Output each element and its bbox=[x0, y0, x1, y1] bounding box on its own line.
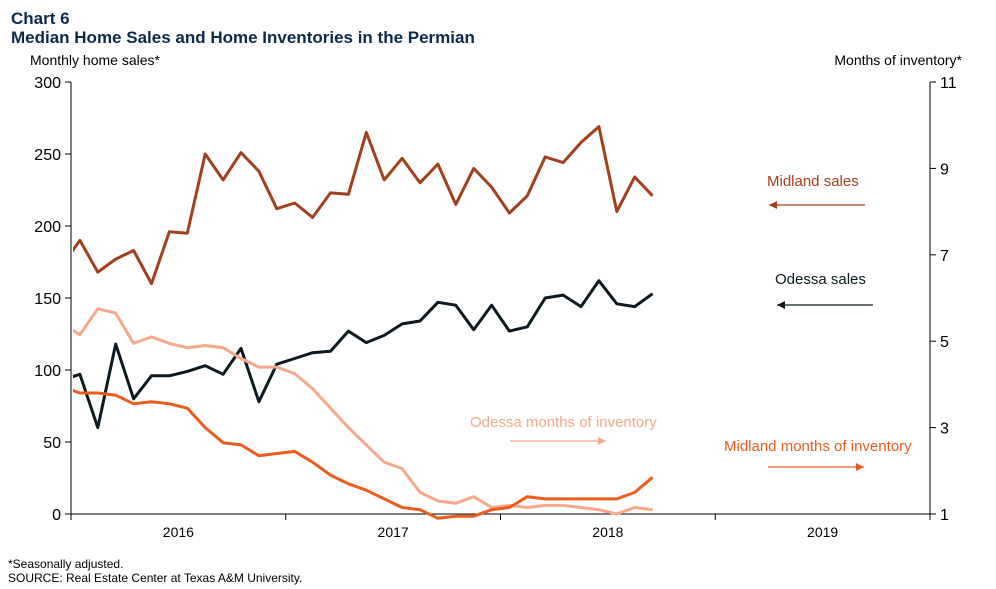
midland-sales-annotation: Midland sales bbox=[767, 173, 859, 190]
left-tick-label: 0 bbox=[52, 507, 61, 524]
odessa-inventory-line bbox=[73, 307, 653, 516]
right-tick-label: 3 bbox=[940, 421, 949, 438]
source-note: SOURCE: Real Estate Center at Texas A&M … bbox=[8, 571, 303, 585]
right-tick-label: 5 bbox=[940, 334, 949, 351]
footnote: *Seasonally adjusted. bbox=[8, 557, 124, 571]
x-year-label: 2017 bbox=[378, 524, 409, 540]
midland-inventory-annotation-arrow-head bbox=[856, 463, 864, 471]
x-year-label: 2018 bbox=[592, 524, 623, 540]
left-tick-label: 100 bbox=[34, 363, 61, 380]
chart-number: Chart 6 bbox=[11, 9, 70, 28]
right-tick-label: 7 bbox=[940, 248, 949, 265]
midland-inventory-annotation: Midland months of inventory bbox=[724, 438, 912, 455]
x-year-label: 2016 bbox=[163, 524, 194, 540]
left-tick-label: 250 bbox=[34, 147, 61, 164]
x-year-label: 2019 bbox=[807, 524, 838, 540]
right-tick-label: 11 bbox=[940, 75, 957, 92]
midland-sales-line bbox=[73, 125, 654, 286]
odessa-sales-line bbox=[73, 279, 654, 430]
odessa-sales-annotation-arrow-head bbox=[777, 301, 785, 309]
odessa-sales-annotation: Odessa sales bbox=[775, 271, 866, 288]
left-axis-title: Monthly home sales* bbox=[30, 52, 160, 68]
left-tick-label: 200 bbox=[34, 219, 61, 236]
right-axis-title: Months of inventory* bbox=[834, 52, 962, 68]
chart-title-block: Chart 6 Median Home Sales and Home Inven… bbox=[11, 9, 475, 48]
chart-title: Median Home Sales and Home Inventories i… bbox=[11, 28, 475, 47]
left-tick-label: 150 bbox=[34, 291, 61, 308]
odessa-inventory-annotation-arrow-head bbox=[598, 437, 606, 445]
midland-sales-annotation-arrow-head bbox=[769, 201, 777, 209]
midland-inventory-line bbox=[73, 388, 654, 520]
odessa-inventory-annotation: Odessa months of inventory bbox=[470, 414, 657, 431]
left-tick-label: 300 bbox=[34, 75, 61, 92]
right-tick-label: 1 bbox=[940, 507, 949, 524]
left-tick-label: 50 bbox=[43, 435, 61, 452]
right-tick-label: 9 bbox=[940, 161, 949, 178]
